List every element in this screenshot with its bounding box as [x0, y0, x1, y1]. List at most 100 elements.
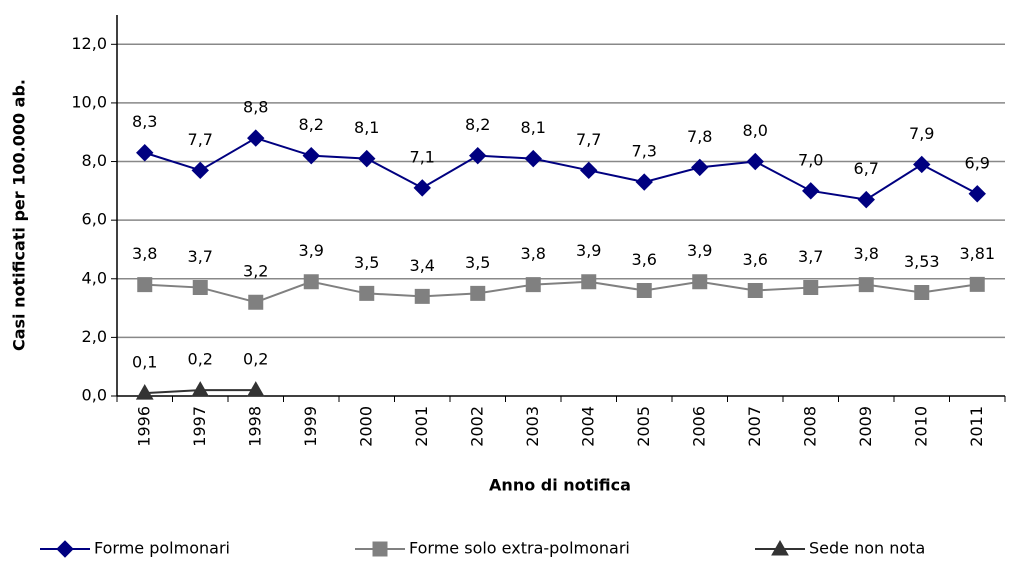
- data-label: 3,9: [576, 241, 601, 260]
- data-label: 6,7: [854, 159, 879, 178]
- x-tick-label: 2009: [856, 406, 875, 447]
- data-label: 3,6: [743, 250, 768, 269]
- data-point: [191, 161, 209, 180]
- data-point: [803, 280, 819, 296]
- data-point: [635, 173, 653, 191]
- data-point: [302, 146, 320, 165]
- y-tick-label: 8,0: [82, 151, 107, 170]
- x-tick-label: 2007: [745, 406, 764, 447]
- data-point: [135, 384, 154, 400]
- data-point: [969, 276, 985, 292]
- x-tick-label: 2010: [911, 406, 930, 447]
- x-tick-label: 2006: [689, 406, 708, 447]
- x-tick-label: 2011: [967, 406, 986, 447]
- data-point: [691, 158, 709, 177]
- legend-marker: [56, 540, 74, 558]
- data-point: [413, 179, 431, 197]
- data-point: [247, 129, 265, 147]
- data-label: 3,8: [132, 244, 157, 263]
- data-label: 3,53: [904, 252, 940, 271]
- data-point: [914, 285, 930, 301]
- data-label: 7,7: [188, 130, 213, 149]
- data-label: 7,7: [576, 130, 601, 149]
- data-point: [913, 155, 931, 174]
- data-label: 7,0: [798, 150, 823, 169]
- x-tick-label: 1997: [190, 406, 209, 447]
- data-point: [747, 282, 763, 298]
- x-tick-label: 1998: [245, 406, 264, 447]
- data-point: [359, 285, 375, 301]
- data-label: 8,1: [521, 118, 546, 137]
- data-point: [581, 274, 597, 290]
- data-label: 7,1: [410, 147, 435, 166]
- data-label: 3,5: [354, 253, 379, 272]
- data-label: 8,0: [743, 121, 768, 140]
- data-point: [358, 149, 376, 168]
- data-label: 8,2: [465, 115, 490, 134]
- legend-marker: [372, 541, 388, 557]
- legend-label: Forme polmonari: [94, 539, 230, 558]
- data-label: 3,7: [798, 247, 823, 266]
- data-label: 3,9: [299, 241, 324, 260]
- data-label: 3,6: [632, 250, 657, 269]
- y-tick-label: 12,0: [71, 34, 107, 53]
- data-label: 3,7: [188, 247, 213, 266]
- legend-label: Forme solo extra-polmonari: [409, 539, 630, 558]
- data-label: 7,9: [909, 124, 934, 143]
- data-point: [469, 146, 487, 165]
- x-tick-label: 2001: [412, 406, 431, 447]
- data-point: [636, 282, 652, 298]
- x-tick-label: 2008: [800, 406, 819, 447]
- x-axis-title: Anno di notifica: [489, 476, 631, 495]
- data-label: 3,5: [465, 253, 490, 272]
- data-label: 3,4: [410, 256, 435, 275]
- data-point: [137, 277, 153, 293]
- x-tick-label: 2000: [356, 406, 375, 447]
- data-label: 8,1: [354, 118, 379, 137]
- data-label: 0,1: [132, 353, 157, 372]
- y-tick-label: 10,0: [71, 92, 107, 111]
- data-point: [968, 185, 986, 203]
- x-tick-label: 2003: [523, 406, 542, 447]
- data-label: 3,81: [959, 244, 995, 263]
- data-point: [246, 381, 265, 397]
- y-tick-label: 4,0: [82, 268, 107, 287]
- x-tick-label: 1996: [134, 406, 153, 447]
- x-tick-label: 2004: [578, 406, 597, 447]
- y-tick-label: 6,0: [82, 210, 107, 229]
- data-point: [524, 149, 542, 168]
- data-label: 0,2: [188, 350, 213, 369]
- y-tick-label: 2,0: [82, 327, 107, 346]
- series-line: [144, 280, 978, 304]
- data-point: [303, 274, 319, 290]
- data-point: [746, 152, 764, 171]
- legend-label: Sede non nota: [809, 539, 925, 558]
- data-label: 6,9: [965, 153, 990, 172]
- data-label: 8,3: [132, 112, 157, 131]
- data-point: [470, 285, 486, 301]
- data-point: [191, 381, 210, 397]
- data-point: [858, 277, 874, 293]
- data-label: 0,2: [243, 350, 268, 369]
- x-tick-label: 2005: [634, 406, 653, 447]
- y-axis-title: Casi notificati per 100.000 ab.: [10, 79, 29, 351]
- data-label: 3,8: [521, 244, 546, 263]
- data-point: [525, 277, 541, 293]
- data-label: 7,8: [687, 127, 712, 146]
- series-line: [144, 137, 978, 201]
- legend-marker: [771, 539, 789, 556]
- y-tick-label: 0,0: [82, 386, 107, 405]
- data-point: [857, 190, 875, 209]
- data-label: 8,8: [243, 98, 268, 117]
- data-point: [136, 144, 154, 162]
- data-point: [248, 294, 264, 310]
- data-point: [692, 274, 708, 290]
- data-label: 3,2: [243, 262, 268, 281]
- x-tick-label: 1999: [301, 406, 320, 447]
- data-point: [414, 288, 430, 304]
- data-point: [802, 182, 820, 200]
- data-point: [580, 161, 598, 180]
- data-label: 7,3: [632, 142, 657, 161]
- data-label: 3,9: [687, 241, 712, 260]
